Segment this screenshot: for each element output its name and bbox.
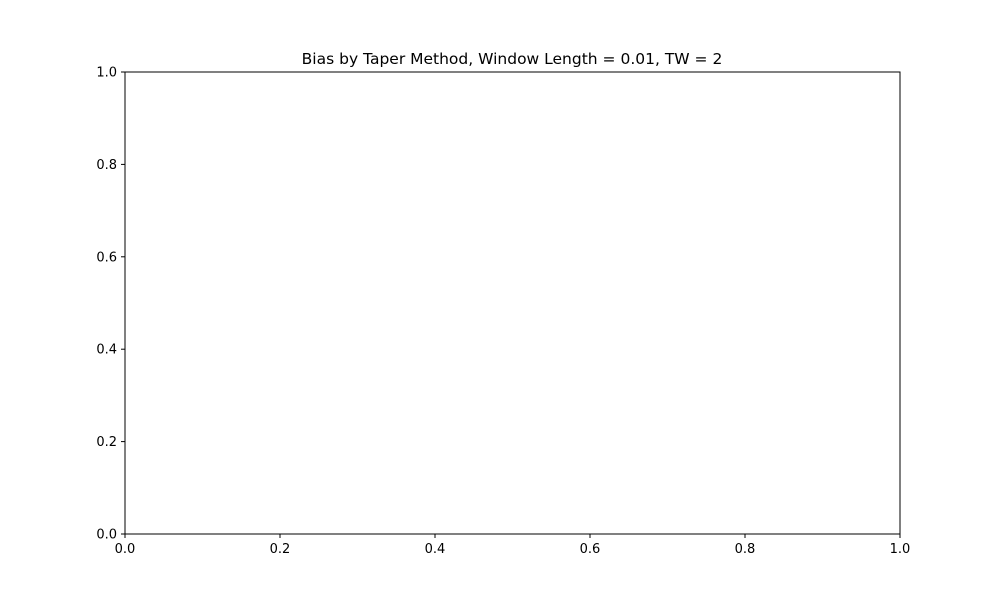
x-tick-label: 0.4 (425, 542, 446, 557)
y-tick-label: 0.6 (96, 250, 117, 265)
y-tick-label: 0.4 (96, 343, 117, 358)
x-axis: 0.0 0.2 0.4 0.6 0.8 1.0 (115, 534, 911, 557)
y-tick-label: 0.2 (96, 435, 117, 450)
y-tick-label: 0.8 (96, 158, 117, 173)
y-axis: 0.0 0.2 0.4 0.6 0.8 1.0 (96, 66, 125, 543)
y-tick-label: 1.0 (96, 66, 117, 81)
x-tick-label: 1.0 (890, 542, 911, 557)
y-tick-label: 0.0 (96, 528, 117, 543)
x-tick-label: 0.6 (580, 542, 601, 557)
x-tick-label: 0.2 (270, 542, 291, 557)
x-tick-label: 0.0 (115, 542, 136, 557)
chart-title: Bias by Taper Method, Window Length = 0.… (302, 50, 723, 68)
x-tick-label: 0.8 (735, 542, 756, 557)
plot-area-frame (124, 71, 901, 535)
